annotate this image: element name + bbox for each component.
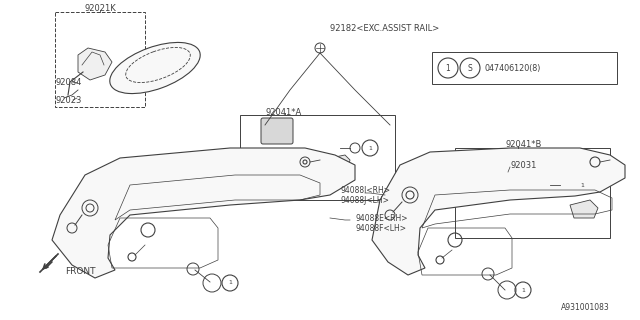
Text: A931001083: A931001083 [561,303,610,312]
Polygon shape [372,148,625,275]
Text: 1: 1 [445,63,451,73]
Text: 92021K: 92021K [84,4,116,12]
Bar [240,115,395,200]
Ellipse shape [110,43,200,93]
Polygon shape [330,155,350,168]
Polygon shape [570,200,598,218]
Text: 94088E<RH>: 94088E<RH> [355,213,408,222]
Bar [432,52,617,84]
Text: FRONT: FRONT [65,268,95,276]
Polygon shape [78,48,112,80]
Bar [55,12,145,107]
Text: 94088F<LH>: 94088F<LH> [355,223,406,233]
Text: 92084: 92084 [55,77,81,86]
Text: 92031: 92031 [510,161,536,170]
Text: 1: 1 [521,287,525,292]
Text: 1: 1 [368,146,372,150]
FancyBboxPatch shape [463,156,497,184]
Polygon shape [52,148,355,278]
Text: 94088J<LH>: 94088J<LH> [340,196,389,204]
Text: 92041*A: 92041*A [265,108,301,116]
Text: 1: 1 [228,281,232,285]
FancyBboxPatch shape [261,118,293,144]
Text: 94088I<RH>: 94088I<RH> [340,186,390,195]
Text: 92182<EXC.ASSIST RAIL>: 92182<EXC.ASSIST RAIL> [330,23,439,33]
Bar [455,148,610,238]
Text: S: S [468,63,472,73]
Text: 047406120(8): 047406120(8) [484,63,540,73]
Text: 92041*B: 92041*B [505,140,541,148]
Text: 92023: 92023 [55,95,81,105]
Text: 1: 1 [580,182,584,188]
